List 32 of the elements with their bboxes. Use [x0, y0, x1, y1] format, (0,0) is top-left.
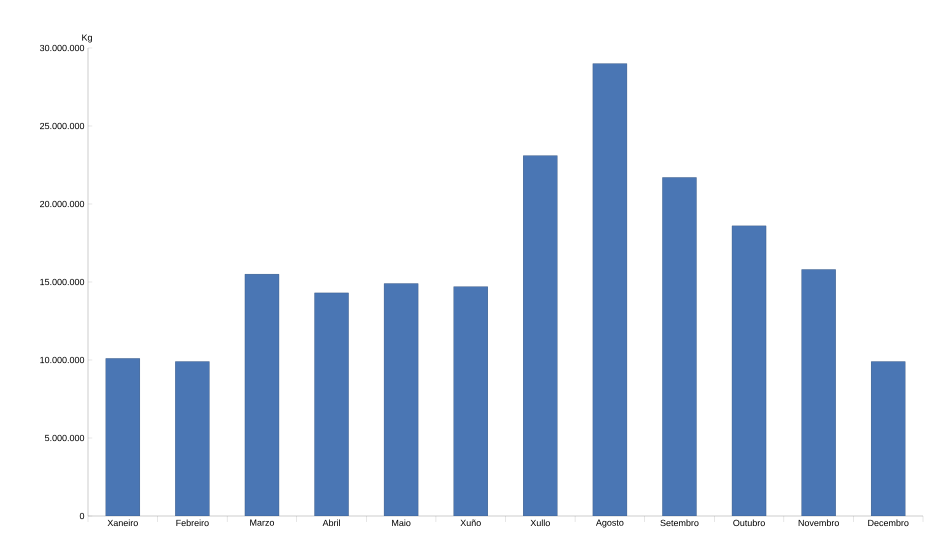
y-tick-label: 30.000.000: [40, 44, 84, 52]
y-axis-title: Kg: [82, 34, 92, 42]
bar: [314, 292, 349, 516]
y-tick-label: 10.000.000: [40, 356, 84, 364]
y-tick-label: 20.000.000: [40, 200, 84, 208]
y-tick-label: 5.000.000: [44, 434, 84, 442]
x-tick-label: Decembro: [868, 520, 909, 526]
y-tick-label: 0: [80, 512, 84, 520]
bar: [801, 269, 836, 516]
x-tick-label: Maio: [392, 520, 410, 526]
bar: [732, 226, 766, 516]
x-tick-label: Abril: [322, 520, 340, 526]
x-tick-label: Setembro: [660, 520, 699, 526]
x-tick-label: Xaneiro: [108, 520, 138, 526]
y-tick-label: 25.000.000: [40, 122, 84, 130]
bar: [871, 361, 906, 516]
x-tick-label: Outubro: [733, 520, 765, 526]
x-tick-label: Novembro: [798, 520, 839, 526]
bar: [106, 358, 140, 516]
x-tick-label: Xullo: [530, 520, 550, 526]
bar: [523, 155, 558, 516]
bar: [175, 361, 210, 516]
x-tick-label: Agosto: [596, 520, 624, 528]
bar: [244, 274, 280, 516]
bar: [384, 283, 418, 516]
x-tick-label: Febreiro: [176, 520, 209, 526]
bar: [454, 286, 488, 516]
x-tick-label: Marzo: [250, 520, 274, 526]
bar: [662, 177, 697, 516]
x-tick-label: Xuño: [460, 520, 481, 526]
y-tick-label: 15.000.000: [40, 278, 84, 286]
bar: [592, 63, 628, 516]
